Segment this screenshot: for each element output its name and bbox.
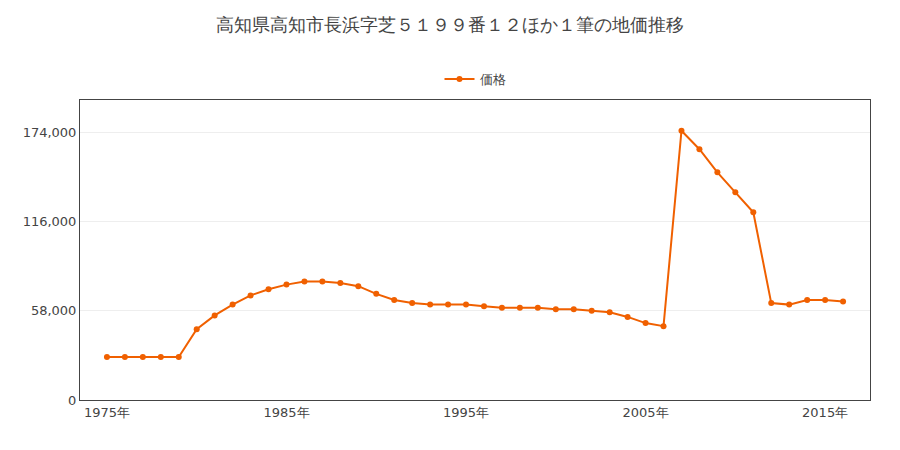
svg-text:高知県高知市長浜字芝５１９９番１２ほか１筆の地価推移: 高知県高知市長浜字芝５１９９番１２ほか１筆の地価推移 xyxy=(216,14,684,35)
svg-text:174,000: 174,000 xyxy=(23,125,77,140)
svg-text:116,000: 116,000 xyxy=(23,214,77,229)
svg-text:2005年: 2005年 xyxy=(623,405,669,420)
svg-text:1995年: 1995年 xyxy=(443,405,489,420)
svg-text:58,000: 58,000 xyxy=(31,303,77,318)
svg-text:2015年: 2015年 xyxy=(802,405,848,420)
svg-text:0: 0 xyxy=(68,393,76,408)
svg-text:1975年: 1975年 xyxy=(84,405,130,420)
svg-text:1985年: 1985年 xyxy=(263,405,309,420)
svg-text:価格: 価格 xyxy=(480,72,506,87)
